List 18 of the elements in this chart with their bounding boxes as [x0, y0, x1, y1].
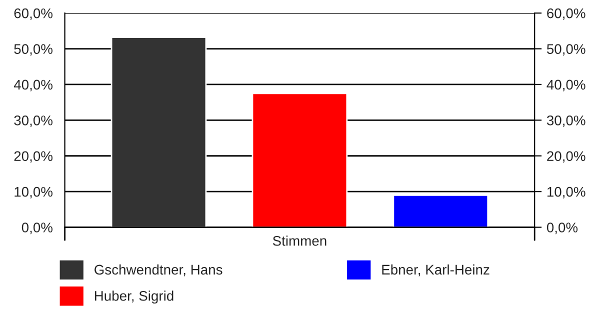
y-tick-label: 50,0% [14, 44, 52, 56]
y-tick-label: 10,0% [14, 186, 52, 198]
legend-label: Huber, Sigrid [94, 290, 174, 304]
text: 50,0% [546, 44, 586, 56]
y-tick-label: 40,0% [14, 80, 52, 92]
text: 40,0% [546, 80, 586, 92]
y-tick-label: 60,0% [14, 8, 52, 20]
text: 20,0% [547, 151, 586, 163]
x-tick-label: Stimmen [272, 236, 326, 246]
text: 0,0% [546, 222, 578, 234]
text: 60,0% [547, 8, 586, 20]
text: 30,0% [546, 116, 586, 127]
y-tick-label: 30,0% [14, 116, 52, 127]
y-tick-label: 0,0% [22, 222, 52, 234]
text: 10,0% [547, 186, 586, 198]
y-tick-label: 20,0% [14, 151, 52, 163]
legend-label: Gschwendtner, Hans [94, 264, 222, 276]
legend-label: Ebner, Karl-Heinz [382, 264, 490, 276]
